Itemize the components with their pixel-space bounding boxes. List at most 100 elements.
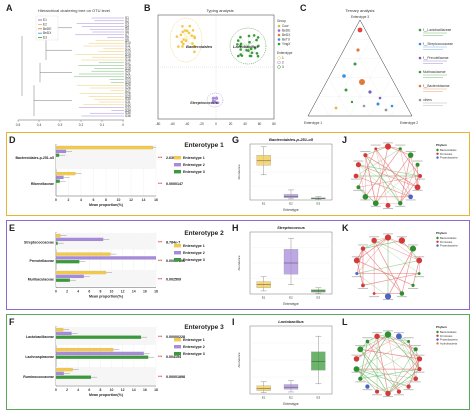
box [256,385,271,391]
legend-label: Enterotype 3 [183,352,205,356]
network-edge [375,155,411,204]
legend-swatch [277,33,281,37]
p-value: 8.784e-7 [166,240,180,244]
network-edge [358,175,421,188]
bar [55,237,104,242]
network-node [371,237,377,244]
spider-line [182,26,187,41]
spider-line [182,31,187,41]
sample-point [257,44,260,48]
node-label-placeholder [355,345,366,347]
legend-label: Bacteroidetes [440,330,457,334]
legend-swatch [436,236,439,240]
legend-swatch [418,98,422,102]
node-label-placeholder [351,354,362,356]
network-edge [358,148,377,188]
ternary-grid-line [370,77,392,117]
legend-label: Firmicutes [440,334,453,338]
leaf-label: S15 [125,55,131,59]
legend-label: BeDE [282,29,290,33]
legend-label: Proteobacteria [440,156,458,160]
panel-letter-e: E [9,223,16,233]
node-label-placeholder [414,256,425,258]
axis-tick-label: 0 [55,198,57,202]
bar [55,171,76,176]
legend-label: Enterotype 1 [183,338,205,342]
network-edge [360,336,378,350]
phylum-legend-title: Phylum [436,325,447,329]
network-node [360,246,366,251]
leaf-label: S4 [125,24,129,28]
y-axis-label: Abundance [237,352,241,368]
panel-h-boxplot: Streptococcus Abundance Enterotype E1 E2 E3 [237,225,333,306]
sample-point [191,42,194,45]
sample-point [191,28,195,32]
ternary-grid-line [391,96,402,117]
network-node [357,346,364,353]
network-node [375,389,380,394]
network-node [410,245,417,252]
network-node [362,194,369,200]
panel-b-scatter: Typing analysis Bacteroidales Lactobacil… [156,8,293,126]
node-label-placeholder [403,337,414,339]
node-label-placeholder [383,330,393,332]
taxon-point [334,106,338,110]
node-label-placeholder [396,296,407,298]
node-label-placeholder [410,381,421,383]
network-edge [356,368,416,379]
enterotype-title: Enterotype 2 [184,230,224,237]
panel-letter-d: D [9,135,16,145]
panel-letter-g: G [232,135,240,145]
node-label-placeholder [414,371,425,373]
legend-swatch [277,60,281,65]
category-label: E2 [289,202,293,206]
panel-j-network: PhylumBacteroidetesFirmicutesProteobacte… [351,142,458,210]
spider-line [247,35,255,47]
network-node [372,292,376,295]
spider-line [185,37,195,41]
axis-tick-label: 10 [117,198,121,202]
axis-tick-label: 2 [68,198,70,202]
legend-label: YingX [282,42,291,46]
network-edge [401,248,414,294]
legend-swatch [418,28,422,32]
sample-point [250,51,254,55]
node-label-placeholder [408,287,419,289]
leaf-label: S34 [125,108,131,112]
node-label-placeholder [393,394,404,396]
node-label-placeholder [372,394,383,396]
legend-label: E1 [43,18,47,22]
legend-swatch [277,24,281,28]
network-edge [387,378,416,394]
legend-sublabel-bar [423,88,447,90]
spider-line [247,40,257,47]
sample-point [211,97,215,100]
legend-swatch [174,170,181,174]
network-node [374,147,378,151]
sample-point [184,39,188,42]
node-label-placeholder [412,160,423,162]
legend-label: f__Prevotellaceae [423,56,449,60]
phylum-legend-title: Phylum [436,143,447,147]
sample-point [182,42,185,46]
x-axis-label: Enterotype [283,208,299,212]
panel-letter-a: A [6,3,13,13]
axis-tick-label: 6 [88,388,90,392]
bar [55,149,67,154]
taxon-label: Bacteroidales-p-251-o5 [15,156,54,160]
taxon-point [357,27,363,33]
leaf-label: S1 [125,16,129,20]
legend-swatch [277,65,281,69]
taxon-point [368,90,372,94]
leaf-label: S16 [125,58,131,62]
network-edge [355,175,411,198]
panel-e-bars: Enterotype 2 0 2 4 6 8 10 12 14 16 18 Mean proporti… [24,230,224,299]
legend-label: E2 [43,22,47,26]
network-edge [408,341,420,370]
bar [55,335,142,339]
node-label-placeholder [383,233,393,235]
node-label-placeholder [355,381,366,383]
node-label-placeholder [383,396,393,398]
sample-point [192,45,195,48]
